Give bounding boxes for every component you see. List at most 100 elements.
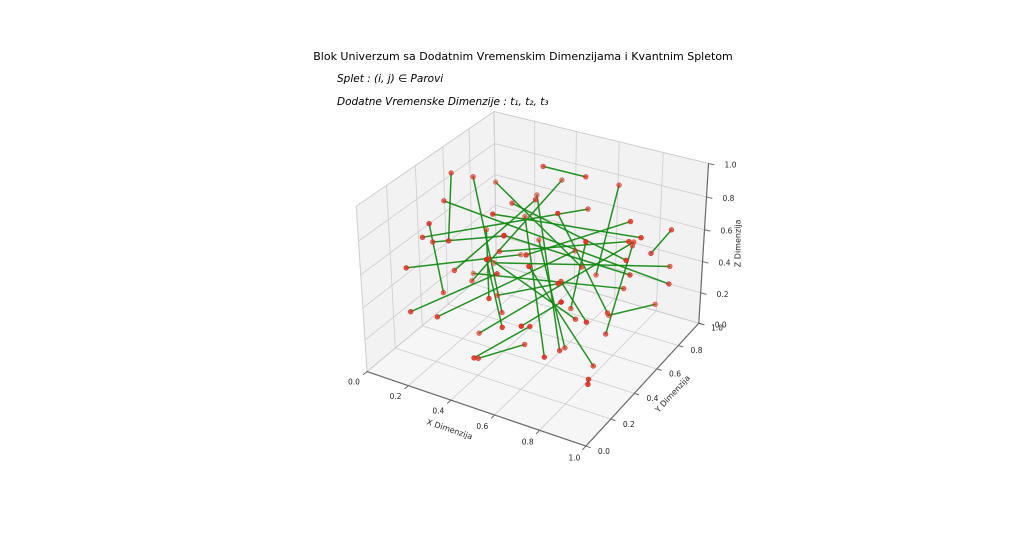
x-axis-label: X Dimenzija <box>426 418 474 442</box>
chart-title: Blok Univerzum sa Dodatnim Vremenskim Di… <box>313 50 733 63</box>
entanglement-line <box>453 198 537 272</box>
scatter-point <box>451 267 458 274</box>
entanglement-line <box>485 258 503 329</box>
grid-line <box>355 205 368 372</box>
scatter-point <box>448 170 454 176</box>
entanglement-line <box>503 234 631 276</box>
scatter-point <box>590 363 596 369</box>
z-tick <box>704 229 711 232</box>
scatter-point <box>470 270 476 277</box>
z-tick-label: 1.0 <box>725 160 737 169</box>
scatter-point <box>583 174 589 180</box>
grid-line <box>362 204 496 309</box>
z-tick <box>702 261 709 264</box>
entanglement-line <box>520 301 562 327</box>
scatter-point <box>623 257 629 264</box>
y-tick-label: 0.8 <box>691 346 703 355</box>
z-tick <box>700 292 707 295</box>
scatter-point <box>492 179 499 185</box>
grid-line <box>386 185 396 349</box>
y-tick-label: 1.0 <box>711 324 723 333</box>
scatter-point <box>486 255 492 261</box>
annotation-splet: Splet : (i, j) ∈ Parovi <box>337 73 444 85</box>
entanglement-line <box>524 215 546 358</box>
x-tick <box>535 429 540 435</box>
z-tick-label: 0.6 <box>721 227 733 236</box>
scatter-point <box>568 305 574 312</box>
scatter-point <box>419 234 426 241</box>
grid-line <box>494 174 705 231</box>
scatter-point <box>490 211 496 217</box>
y-tick <box>585 445 591 449</box>
scatter-point <box>494 292 501 299</box>
scatter-point <box>491 260 497 266</box>
scatter-point <box>555 210 561 217</box>
grid-line <box>414 165 423 327</box>
grid-line <box>366 263 497 372</box>
scatter-point <box>527 323 533 330</box>
scatter-point <box>578 264 585 270</box>
scatter-point <box>434 314 441 320</box>
grid-line <box>394 347 612 420</box>
scatter-point <box>648 250 654 257</box>
scatter-point <box>616 182 622 188</box>
scatter-point <box>483 226 490 233</box>
grid-line <box>614 141 620 300</box>
entanglement-line <box>491 213 642 239</box>
entanglement-line <box>428 222 445 294</box>
scatter-point <box>470 174 476 180</box>
entanglement-line <box>447 172 452 242</box>
z-axis-label: Z Dimenzija <box>734 219 743 267</box>
scatter-point <box>668 227 675 233</box>
y-tick <box>634 392 640 396</box>
grid-line <box>655 152 664 312</box>
scatter-point <box>585 376 592 382</box>
x-tick <box>490 414 495 419</box>
entanglement-line <box>443 200 670 285</box>
scatter-point <box>558 278 564 285</box>
y-tick <box>678 345 684 348</box>
y-tick-label: 0.2 <box>623 420 635 429</box>
z-tick-label: 0.4 <box>719 259 731 268</box>
scatter-point <box>494 271 500 277</box>
grid-line <box>494 143 707 198</box>
scatter-point <box>471 355 477 361</box>
entanglement-line <box>536 194 561 352</box>
entanglement-line <box>511 202 627 262</box>
entanglement-line <box>496 282 559 297</box>
x-tick <box>582 445 587 451</box>
scatter-point <box>526 263 532 270</box>
y-axis-label: Y Dimenzija <box>653 373 692 415</box>
scatter-point <box>509 200 515 206</box>
z-axis-line <box>698 162 710 324</box>
scatter-point <box>572 316 579 322</box>
scatter-point <box>532 196 539 203</box>
x-tick-label: 0.4 <box>432 407 444 416</box>
grid-line <box>407 275 536 387</box>
grid-line <box>355 111 495 207</box>
grid-line <box>539 310 657 431</box>
scatter-point <box>403 265 409 271</box>
grid-line <box>493 111 709 164</box>
scatter-point <box>407 308 414 315</box>
scatter-point <box>638 235 644 241</box>
y-tick-label: 0.0 <box>598 447 610 456</box>
scatter-point <box>652 301 658 308</box>
scatter-point <box>522 213 528 220</box>
y-tick-label: 0.4 <box>647 394 659 403</box>
scatter-point <box>496 248 503 255</box>
y-tick <box>656 368 662 371</box>
scatter-point <box>486 295 492 302</box>
grid-line <box>421 325 635 394</box>
grid-line <box>468 128 474 285</box>
y-tick-label: 0.6 <box>669 369 681 378</box>
scatter-point <box>518 323 524 329</box>
x-tick <box>446 399 452 404</box>
entanglement-line <box>477 343 526 360</box>
y-axis-line <box>585 322 700 447</box>
x-axis-line <box>366 370 587 447</box>
scatter-point <box>499 309 505 316</box>
x-tick-label: 1.0 <box>568 454 580 463</box>
scatter-point <box>585 381 591 388</box>
